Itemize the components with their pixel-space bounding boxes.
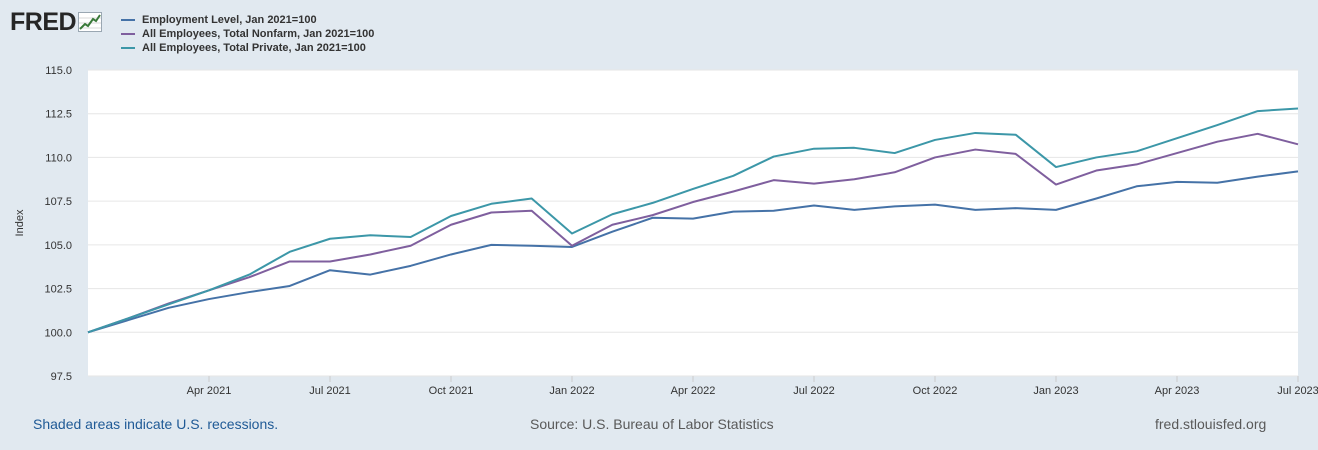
y-tick-label: 105.0 — [44, 240, 72, 252]
x-tick-label: Jul 2022 — [793, 385, 835, 397]
x-tick-label: Apr 2022 — [671, 385, 716, 397]
legend-item-total-private[interactable]: All Employees, Total Private, Jan 2021=1… — [121, 41, 374, 55]
x-tick-label: Jul 2023 — [1277, 385, 1318, 397]
legend-label: Employment Level, Jan 2021=100 — [142, 14, 317, 26]
x-tick-label: Apr 2021 — [187, 385, 232, 397]
y-axis-label: Index — [14, 209, 26, 236]
series-line-0[interactable] — [87, 170, 1299, 334]
y-tick-label: 110.0 — [45, 152, 72, 164]
fred-url[interactable]: fred.stlouisfed.org — [1155, 416, 1267, 432]
y-tick-label: 115.0 — [45, 65, 72, 77]
series-lines — [87, 107, 1299, 334]
y-tick-label: 102.5 — [44, 284, 72, 296]
legend-swatch — [121, 33, 135, 35]
legend-swatch — [121, 47, 135, 49]
source-note: Source: U.S. Bureau of Labor Statistics — [530, 416, 774, 432]
line-chart: 97.5100.0102.5105.0107.5110.0112.5115.0 … — [14, 65, 1318, 397]
legend-label: All Employees, Total Nonfarm, Jan 2021=1… — [142, 28, 375, 40]
x-tick-label: Oct 2022 — [913, 385, 958, 397]
series-line-2[interactable] — [87, 107, 1299, 334]
plot-area — [88, 70, 1298, 376]
recession-note[interactable]: Shaded areas indicate U.S. recessions. — [33, 416, 279, 432]
legend-item-employment-level[interactable]: Employment Level, Jan 2021=100 — [121, 13, 374, 27]
y-tick-label: 112.5 — [45, 109, 72, 121]
trend-graph-icon — [78, 12, 103, 32]
y-axis: 97.5 100.0 102.5 105.0 107.5 110.0 112.5 115.0 — [44, 65, 72, 383]
x-tick-label: Oct 2021 — [429, 385, 474, 397]
chart-legend: Employment Level, Jan 2021=100 All Emplo… — [121, 13, 374, 55]
y-tick-label: 107.5 — [44, 196, 72, 208]
legend-item-total-nonfarm[interactable]: All Employees, Total Nonfarm, Jan 2021=1… — [121, 27, 374, 41]
logo-text: FRED — [10, 8, 77, 36]
y-tick-label: 100.0 — [44, 327, 72, 339]
y-tick-label: 97.5 — [51, 371, 72, 383]
series-line-1[interactable] — [87, 132, 1299, 334]
fred-logo[interactable]: FRED — [10, 8, 103, 36]
legend-label: All Employees, Total Private, Jan 2021=1… — [142, 42, 366, 54]
x-axis: Apr 2021 Jul 2021 Oct 2021 Jan 2022 Apr 2022… — [187, 376, 1318, 397]
x-tick-label: Jul 2021 — [309, 385, 351, 397]
x-tick-label: Jan 2022 — [549, 385, 594, 397]
x-tick-label: Jan 2023 — [1033, 385, 1078, 397]
legend-swatch — [121, 19, 135, 21]
x-tick-label: Apr 2023 — [1155, 385, 1200, 397]
